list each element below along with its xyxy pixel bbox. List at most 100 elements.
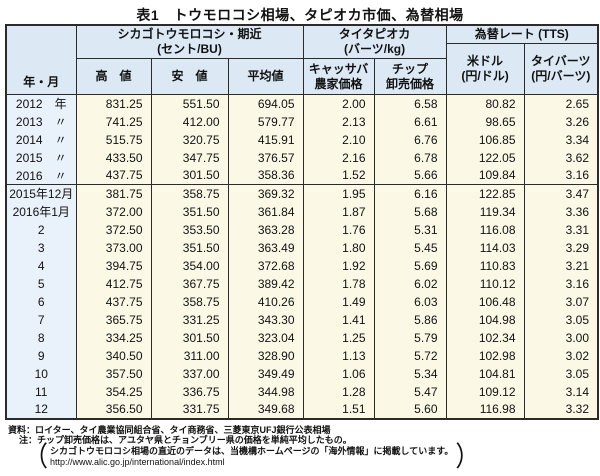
value-cell: 331.75 [150,400,229,419]
value-cell: 110.12 [445,274,525,293]
paren-note-lines: シカゴトウモロコシ相場の直近のデータは、当機構ホームページの「海外情報」に掲載し… [50,446,453,469]
value-cell: 372.00 [75,202,152,221]
table-row: 9 340.50 311.00 328.90 1.13 5.72 102.98 3.02 [5,346,599,365]
value-cell: 119.34 [445,202,525,221]
table-row: 10 357.50 337.00 349.49 1.06 5.34 104.81 3.05 [5,364,599,383]
value-cell: 358.75 [150,184,229,203]
value-cell: 331.25 [150,310,229,329]
value-cell: 1.41 [302,310,375,329]
cassava-label-line2: 農家価格 [314,76,363,91]
value-cell: 5.86 [373,310,447,329]
value-cell: 328.90 [227,346,304,365]
value-cell: 358.75 [150,292,229,311]
value-cell: 6.78 [373,148,447,167]
table-header: 年・月 シカゴトウモロコシ・期近 (セント/BU) タイタピオカ (バーツ/kg… [5,24,599,95]
data-table: 年・月 シカゴトウモロコシ・期近 (セント/BU) タイタピオカ (バーツ/kg… [5,24,600,420]
header-year-month: 年・月 [5,24,77,95]
value-cell: 437.75 [75,166,152,185]
value-cell: 2.10 [302,130,375,149]
header-chip: チップ 卸売価格 [373,58,447,95]
value-cell: 3.36 [523,202,599,221]
value-cell: 116.98 [445,400,525,419]
value-cell: 5.34 [373,364,447,383]
year-month-cell: 3 [5,238,77,257]
value-cell: 344.98 [227,382,304,401]
value-cell: 323.04 [227,328,304,347]
value-cell: 394.75 [75,256,152,275]
year-month-cell: 8 [5,328,77,347]
value-cell: 551.50 [150,94,229,113]
header-high: 高 値 [75,58,152,95]
footnotes: 資料：ロイター、タイ農業協同組合省、タイ商務省、三菱東京UFJ銀行公表相場 注：… [8,424,600,471]
value-cell: 5.72 [373,346,447,365]
year-month-cell: 2016 〃 [5,166,77,185]
value-cell: 389.42 [227,274,304,293]
table-row: 2012 年 831.25 551.50 694.05 2.00 6.58 80.82 2.6… [5,94,599,113]
table-row: 8 334.25 301.50 323.04 1.25 5.79 102.34 3.00 [5,328,599,347]
value-cell: 373.00 [75,238,152,257]
value-cell: 372.68 [227,256,304,275]
year-month-cell: 6 [5,292,77,311]
value-cell: 3.00 [523,328,599,347]
table-row: 3 373.00 351.50 363.49 1.80 5.45 114.03 3.29 [5,238,599,257]
value-cell: 412.00 [150,112,229,131]
header-row-subcols: 高 値 安 値 平均値 キャッサバ 農家価格 チップ 卸売価格 [6,58,598,95]
value-cell: 3.05 [523,364,599,383]
value-cell: 372.50 [75,220,152,239]
value-cell: 3.26 [523,112,599,131]
corn-group-name: シカゴトウモロコシ・期近 [117,27,262,41]
value-cell: 301.50 [150,328,229,347]
value-cell: 5.31 [373,220,447,239]
value-cell: 369.32 [227,184,304,203]
table-row: 2013 〃 741.25 412.00 579.77 2.13 6.61 98.65 3.2… [5,112,599,131]
table-row: 11 354.25 336.75 344.98 1.28 5.47 109.12 3.14 [5,382,599,401]
value-cell: 694.05 [227,94,304,113]
paren-note: （ シカゴトウモロコシ相場の直近のデータは、当機構ホームページの「海外情報」に掲… [22,443,600,470]
table-row: 2014 〃 515.75 320.75 415.91 2.10 6.76 106.85 3.… [5,130,599,149]
value-cell: 122.05 [445,148,525,167]
table-row: 2016年1月 372.00 351.50 361.84 1.87 5.68 119.34 3… [5,202,599,221]
value-cell: 354.00 [150,256,229,275]
table-row: 7 365.75 331.25 343.30 1.41 5.86 104.98 3.05 [5,310,599,329]
value-cell: 356.50 [75,400,152,419]
value-cell: 5.45 [373,238,447,257]
usd-unit: (円/ドル) [461,69,509,83]
value-cell: 6.61 [373,112,447,131]
value-cell: 109.84 [445,166,525,185]
table-row: 4 394.75 354.00 372.68 1.92 5.69 110.83 3.21 [5,256,599,275]
value-cell: 311.00 [150,346,229,365]
value-cell: 337.00 [150,364,229,383]
value-cell: 347.75 [150,148,229,167]
value-cell: 6.76 [373,130,447,149]
source-note: 資料：ロイター、タイ農業協同組合省、タイ商務省、三菱東京UFJ銀行公表相場 [8,424,331,435]
value-cell: 1.52 [302,166,375,185]
year-month-cell: 4 [5,256,77,275]
year-month-cell: 12 [5,400,77,419]
year-month-cell: 9 [5,346,77,365]
value-cell: 3.32 [523,400,599,419]
year-month-cell: 10 [5,364,77,383]
table-row: 2015 〃 433.50 347.75 376.57 2.16 6.78 122.05 3.… [5,148,599,167]
header-group-corn: シカゴトウモロコシ・期近 (セント/BU) [75,24,304,59]
note-url: http://www.alic.go.jp/international/inde… [50,457,225,468]
value-cell: 410.26 [227,292,304,311]
value-cell: 579.77 [227,112,304,131]
value-cell: 3.31 [523,220,599,239]
value-cell: 1.51 [302,400,375,419]
value-cell: 349.68 [227,400,304,419]
value-cell: 415.91 [227,130,304,149]
value-cell: 1.78 [302,274,375,293]
value-cell: 1.95 [302,184,375,203]
year-month-cell: 11 [5,382,77,401]
value-cell: 106.85 [445,130,525,149]
value-cell: 1.87 [302,202,375,221]
value-cell: 340.50 [75,346,152,365]
year-month-cell: 2014 〃 [5,130,77,149]
tapioca-group-unit: (バーツ/kg) [343,42,406,56]
value-cell: 122.85 [445,184,525,203]
value-cell: 110.83 [445,256,525,275]
header-group-fx: 為替レート (TTS) [445,24,599,44]
value-cell: 2.00 [302,94,375,113]
value-cell: 102.34 [445,328,525,347]
value-cell: 3.14 [523,382,599,401]
